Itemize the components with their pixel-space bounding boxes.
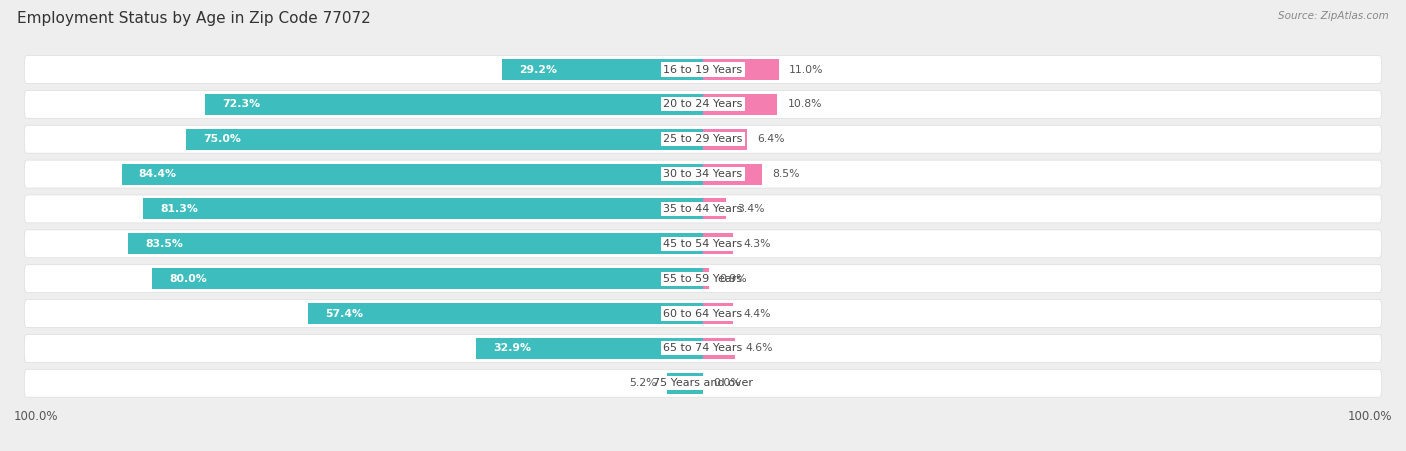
Text: 5.2%: 5.2%: [630, 378, 657, 388]
Bar: [703, 59, 779, 80]
Bar: [477, 338, 703, 359]
Text: 55 to 59 Years: 55 to 59 Years: [664, 274, 742, 284]
FancyBboxPatch shape: [24, 195, 1382, 223]
Bar: [703, 198, 727, 219]
FancyBboxPatch shape: [24, 335, 1382, 362]
Text: 83.5%: 83.5%: [145, 239, 183, 249]
FancyBboxPatch shape: [24, 265, 1382, 293]
Bar: [703, 303, 734, 324]
Text: 35 to 44 Years: 35 to 44 Years: [664, 204, 742, 214]
Text: 30 to 34 Years: 30 to 34 Years: [664, 169, 742, 179]
Bar: [128, 233, 703, 254]
Bar: [703, 233, 733, 254]
Bar: [205, 94, 703, 115]
Text: 65 to 74 Years: 65 to 74 Years: [664, 343, 742, 354]
Text: 4.4%: 4.4%: [744, 308, 770, 318]
Text: 16 to 19 Years: 16 to 19 Years: [664, 64, 742, 74]
Text: 72.3%: 72.3%: [222, 99, 260, 109]
Bar: [703, 338, 735, 359]
Text: 20 to 24 Years: 20 to 24 Years: [664, 99, 742, 109]
Bar: [703, 164, 762, 184]
Bar: [703, 129, 747, 150]
Text: Employment Status by Age in Zip Code 77072: Employment Status by Age in Zip Code 770…: [17, 11, 371, 26]
Text: 57.4%: 57.4%: [325, 308, 363, 318]
Text: 84.4%: 84.4%: [139, 169, 177, 179]
Text: 60 to 64 Years: 60 to 64 Years: [664, 308, 742, 318]
Bar: [668, 373, 703, 394]
FancyBboxPatch shape: [24, 55, 1382, 83]
Text: 75 Years and over: 75 Years and over: [652, 378, 754, 388]
Bar: [703, 94, 778, 115]
Text: 81.3%: 81.3%: [160, 204, 198, 214]
Text: 3.4%: 3.4%: [737, 204, 765, 214]
FancyBboxPatch shape: [24, 160, 1382, 188]
Text: 10.8%: 10.8%: [787, 99, 823, 109]
Bar: [502, 59, 703, 80]
Text: 0.9%: 0.9%: [720, 274, 747, 284]
Text: 4.3%: 4.3%: [742, 239, 770, 249]
Text: 8.5%: 8.5%: [772, 169, 800, 179]
Bar: [308, 303, 703, 324]
Bar: [152, 268, 703, 289]
Text: 80.0%: 80.0%: [169, 274, 207, 284]
Text: 25 to 29 Years: 25 to 29 Years: [664, 134, 742, 144]
Text: 100.0%: 100.0%: [14, 410, 59, 423]
FancyBboxPatch shape: [24, 125, 1382, 153]
FancyBboxPatch shape: [24, 299, 1382, 327]
Text: 75.0%: 75.0%: [204, 134, 242, 144]
FancyBboxPatch shape: [24, 90, 1382, 118]
Bar: [143, 198, 703, 219]
Text: 6.4%: 6.4%: [758, 134, 785, 144]
FancyBboxPatch shape: [24, 230, 1382, 258]
Bar: [121, 164, 703, 184]
Text: 11.0%: 11.0%: [789, 64, 824, 74]
Bar: [186, 129, 703, 150]
Text: 32.9%: 32.9%: [494, 343, 531, 354]
FancyBboxPatch shape: [24, 369, 1382, 397]
Legend: In Labor Force, Unemployed: In Labor Force, Unemployed: [581, 447, 825, 451]
Text: 4.6%: 4.6%: [745, 343, 772, 354]
Text: 29.2%: 29.2%: [519, 64, 557, 74]
Text: 0.0%: 0.0%: [713, 378, 741, 388]
Text: Source: ZipAtlas.com: Source: ZipAtlas.com: [1278, 11, 1389, 21]
Bar: [703, 268, 709, 289]
Text: 100.0%: 100.0%: [1347, 410, 1392, 423]
Text: 45 to 54 Years: 45 to 54 Years: [664, 239, 742, 249]
